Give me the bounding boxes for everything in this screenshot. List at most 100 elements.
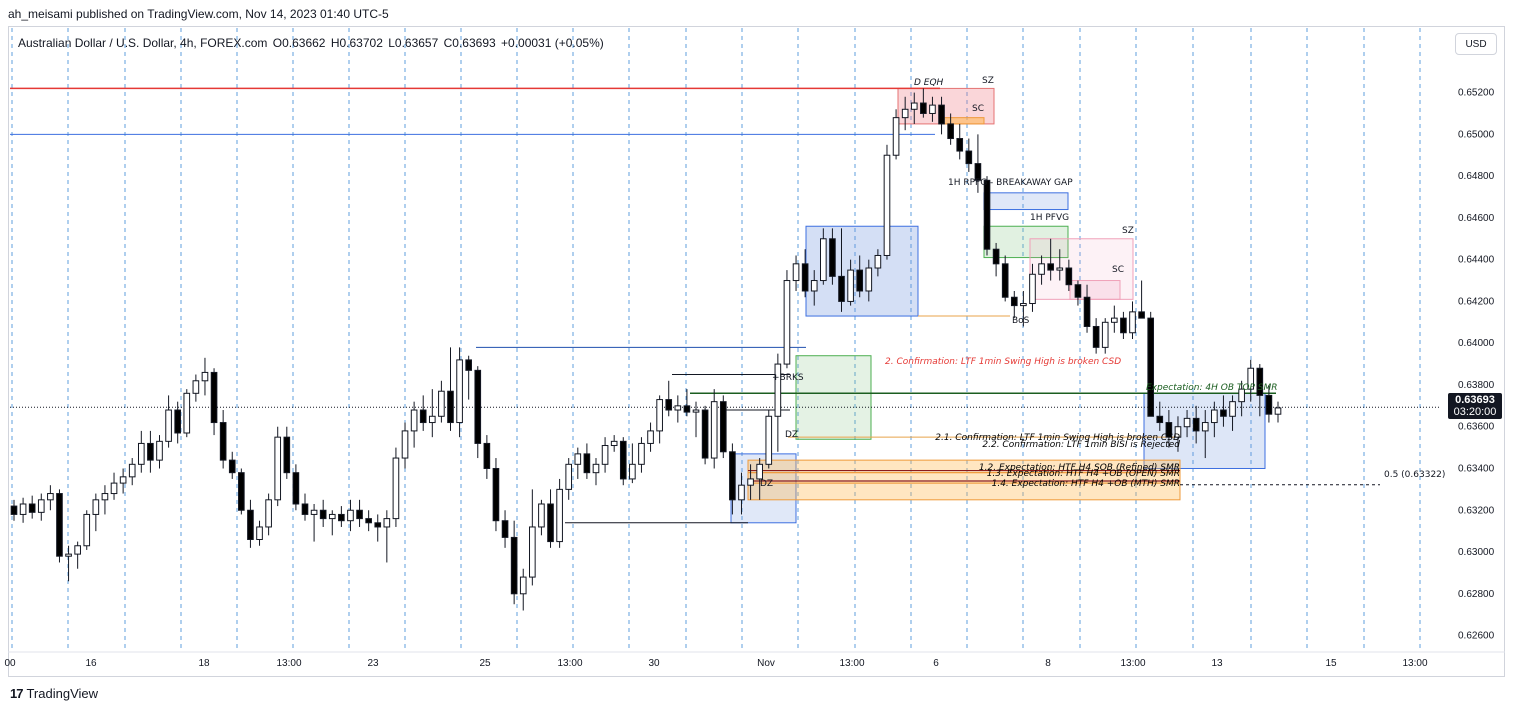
candle <box>701 405 709 465</box>
candle-body <box>647 430 654 444</box>
sz-mid-zone <box>1029 238 1134 300</box>
candle <box>119 468 127 494</box>
candle <box>1165 410 1173 448</box>
candle-body <box>310 509 318 515</box>
candle <box>1192 405 1200 444</box>
candle <box>929 96 936 122</box>
expectation-top-label: Expectation: 4H OB TOP SMR <box>1146 383 1277 393</box>
candle-body <box>792 263 800 282</box>
candle <box>738 472 745 515</box>
candle-body <box>92 499 100 515</box>
zone-label-2-1: 2.1. Confirmation: LTF 1min Swing High i… <box>935 433 1180 443</box>
candle-body <box>101 493 109 501</box>
candle <box>165 395 172 448</box>
candle-body <box>801 263 809 292</box>
candle <box>228 451 236 479</box>
candle <box>1156 401 1164 431</box>
candle-body <box>765 415 773 465</box>
candle <box>1083 284 1091 333</box>
candle-body <box>1010 296 1018 307</box>
candle-body <box>1129 311 1136 334</box>
candle-body <box>492 467 500 522</box>
candle-body <box>56 493 63 557</box>
candle-body <box>920 102 927 114</box>
candle-body <box>674 405 682 411</box>
candle-body <box>292 472 300 505</box>
candle <box>83 510 91 550</box>
time-tick-label: 16 <box>85 658 97 669</box>
candle <box>501 510 509 548</box>
candle-body <box>983 179 991 250</box>
candle-body <box>1165 422 1173 438</box>
d-eqh-label: D EQH <box>914 78 944 88</box>
candle-body <box>1020 303 1027 307</box>
candle-body <box>965 150 973 165</box>
candle <box>428 389 436 438</box>
candle <box>1201 410 1209 459</box>
breakaway-gap-label: 1H RPFG - BREAKAWAY GAP <box>948 178 1073 188</box>
candle-body <box>501 520 509 538</box>
candle <box>1265 384 1273 423</box>
candle <box>938 96 945 135</box>
candle-body <box>1247 367 1255 390</box>
candle <box>992 242 1000 277</box>
candle-body <box>901 108 909 119</box>
candle-body <box>428 415 436 424</box>
candle <box>1256 364 1264 417</box>
candle-body <box>37 499 45 513</box>
candle <box>729 443 736 515</box>
currency-button[interactable]: USD <box>1455 33 1497 55</box>
price-tick-label: 0.64600 <box>1458 213 1495 224</box>
candle-body <box>483 442 491 469</box>
candle <box>74 541 81 569</box>
candle-body <box>1192 417 1200 432</box>
candle <box>820 228 827 285</box>
candle <box>1247 359 1255 402</box>
candle <box>238 468 245 515</box>
candle <box>874 249 882 277</box>
time-tick-label: 13:00 <box>276 658 301 669</box>
candle <box>519 568 527 611</box>
time-tick-label: 15 <box>1325 658 1337 669</box>
candle-body <box>74 545 81 555</box>
candle-body <box>137 442 145 465</box>
candle-body <box>219 422 227 461</box>
candle-body <box>701 409 709 459</box>
candle <box>801 249 809 298</box>
candle <box>538 499 545 536</box>
sc-mid-zone <box>1069 280 1121 300</box>
candle-body <box>256 526 263 540</box>
candle-body <box>401 430 409 459</box>
candle-body <box>192 380 200 394</box>
time-tick-label: 00 <box>4 658 16 669</box>
candle-body <box>1065 267 1073 286</box>
candle-body <box>283 436 291 474</box>
time-tick-label: 23 <box>367 658 379 669</box>
candle-body <box>374 522 382 528</box>
candle <box>447 347 454 431</box>
candle <box>547 489 554 548</box>
candle-body <box>629 463 636 480</box>
candle <box>92 493 100 532</box>
candle-body <box>601 445 609 465</box>
tradingview-footer[interactable]: 17 TradingView <box>10 686 98 701</box>
candle-body <box>892 117 900 156</box>
zone-boxes <box>730 87 1266 524</box>
candle <box>156 435 163 469</box>
last-price-value: 0.63693 <box>1455 394 1495 406</box>
change-value: +0.00031 (+0.05%) <box>501 36 604 50</box>
time-tick-label: 6 <box>933 658 939 669</box>
price-tick-label: 0.63200 <box>1458 505 1495 516</box>
candle-body <box>19 503 27 515</box>
candle <box>910 92 918 124</box>
candle <box>419 395 427 431</box>
candle-body <box>1101 321 1109 348</box>
candle <box>901 96 909 131</box>
sz-top-label: SZ <box>982 76 994 86</box>
candle-body <box>338 513 345 522</box>
candle-body <box>865 267 873 292</box>
candle <box>1047 238 1054 281</box>
zone-label-1-4: 1.4. Expectation: HTF H4 +OB (MTH) SMR <box>992 479 1180 489</box>
candle-body <box>556 488 563 543</box>
